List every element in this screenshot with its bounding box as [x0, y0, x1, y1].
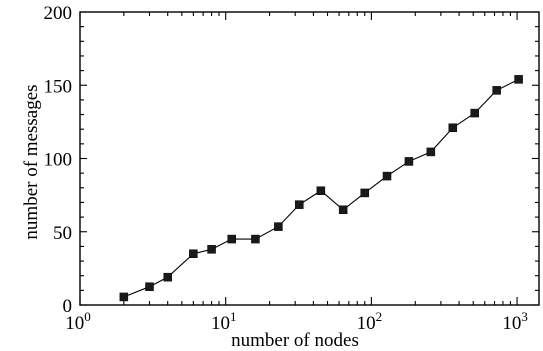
axis-ticks	[79, 11, 539, 306]
x-tick-base: 10	[357, 313, 376, 334]
data-point	[145, 282, 154, 291]
x-tick-label: 103	[502, 309, 528, 334]
plot-frame	[79, 11, 540, 306]
x-tick-exponent: 2	[376, 309, 383, 324]
x-tick-base: 10	[211, 313, 230, 334]
x-tick-exponent: 3	[521, 309, 528, 324]
data-series	[119, 75, 523, 302]
y-tick-label: 150	[44, 76, 73, 97]
data-point	[426, 147, 436, 157]
data-point	[404, 157, 414, 166]
data-point	[274, 222, 283, 231]
x-tick-exponent: 1	[230, 309, 237, 324]
data-point	[470, 108, 479, 118]
data-point	[382, 171, 392, 181]
y-tick-label: 0	[63, 296, 73, 317]
data-point	[338, 205, 348, 215]
x-tick-base: 10	[502, 313, 521, 334]
y-tick-label: 100	[44, 150, 73, 171]
data-point	[163, 272, 172, 282]
data-point	[227, 234, 236, 244]
x-tick-label: 100	[65, 309, 91, 334]
y-axis-title: number of messages	[21, 84, 42, 239]
x-tick-label: 101	[211, 309, 237, 334]
x-tick-exponent: 0	[84, 309, 91, 324]
data-point	[316, 186, 326, 195]
y-tick-label: 200	[44, 3, 73, 24]
data-point	[448, 123, 458, 132]
data-point	[207, 245, 216, 254]
y-tick-label: 50	[53, 223, 72, 244]
data-point	[492, 86, 501, 95]
data-point	[360, 188, 369, 198]
data-point	[514, 75, 523, 84]
data-point	[189, 249, 198, 258]
x-axis-title: number of nodes	[231, 330, 359, 351]
data-point	[251, 234, 260, 244]
x-tick-base: 10	[65, 313, 84, 334]
data-point	[119, 292, 129, 302]
data-point	[295, 200, 304, 209]
x-tick-label: 102	[357, 309, 383, 334]
